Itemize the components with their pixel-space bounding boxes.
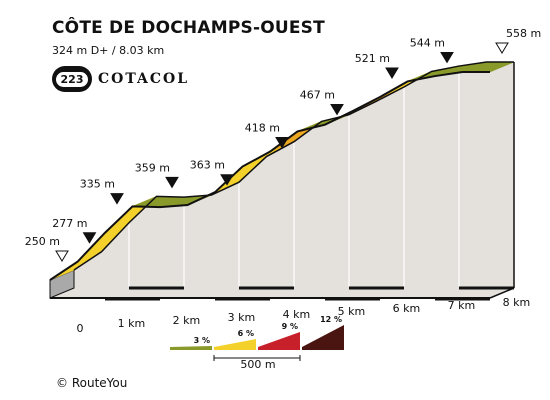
altitude-marker-label: 363 m (190, 159, 225, 172)
altitude-marker-label: 467 m (300, 88, 335, 101)
altitude-marker-triangle (495, 42, 509, 54)
legend-swatch (170, 346, 212, 350)
legend-label: 12 % (320, 315, 342, 324)
profile-side-wall (50, 62, 514, 298)
profile-gradient-ribbon (49, 61, 515, 301)
altitude-marker-triangle (165, 176, 179, 189)
x-tick-label: 0 (77, 322, 84, 335)
altitude-marker-label: 521 m (355, 52, 390, 65)
legend-label: 6 % (238, 329, 254, 338)
altitude-marker-triangle (110, 193, 124, 205)
legend-label: 9 % (282, 322, 298, 331)
copyright-text: RouteYou (71, 376, 128, 390)
legend-swatch (302, 325, 344, 350)
altitude-marker-triangle (275, 137, 289, 149)
cotacol-logo: 223 COTACOL (52, 66, 189, 92)
altitude-marker-label: 418 m (245, 122, 280, 135)
x-tick-label: 1 km (118, 317, 146, 330)
gradient-legend: 3 % 6 % 9 % 12 % 500 m (170, 315, 344, 371)
cotacol-wordmark: COTACOL (98, 71, 190, 87)
chart-title: CÔTE DE DOCHAMPS-OUEST (52, 18, 325, 38)
side-wall-fill (50, 62, 514, 298)
x-tick-label: 7 km (448, 299, 476, 312)
x-axis-ticks: 0 1 km 2 km 3 km 4 km 5 km 6 km 7 km 8 km (77, 296, 531, 335)
x-tick-label: 3 km (228, 311, 256, 324)
altitude-marker-triangle (330, 103, 344, 116)
copyright-symbol: © (56, 376, 68, 390)
copyright-notice: © RouteYou (56, 376, 127, 390)
legend-swatch (214, 339, 256, 350)
x-tick-label: 4 km (283, 308, 311, 321)
legend-label: 3 % (194, 336, 210, 345)
cotacol-badge: 223 (52, 66, 92, 92)
altitude-marker-label: 250 m (25, 235, 60, 248)
altitude-marker-label: 544 m (410, 36, 445, 49)
altitude-marker-label: 359 m (135, 161, 170, 174)
altitude-marker-label: 558 m (506, 27, 541, 40)
altitude-marker-label: 335 m (80, 178, 115, 191)
profile-back-outline (73, 61, 514, 271)
altitude-marker-label: 277 m (52, 217, 87, 230)
altitude-marker-triangle (440, 51, 454, 64)
legend-swatch (258, 332, 300, 350)
scale-label: 500 m (240, 358, 275, 371)
end-base-line (489, 287, 515, 299)
cotacol-number: 223 (55, 71, 89, 87)
altitude-marker-triangle (82, 232, 97, 244)
chart-subtitle: 324 m D+ / 8.03 km (52, 44, 165, 57)
x-tick-label: 6 km (393, 302, 421, 315)
altitude-marker-triangle (220, 174, 234, 186)
altitude-marker-triangle (385, 67, 399, 79)
x-tick-label: 8 km (503, 296, 531, 309)
x-tick-label: 2 km (173, 314, 201, 327)
x-tick-label: 5 km (338, 305, 366, 318)
altitude-markers: 250 m 277 m 335 m 359 m 363 m 418 m 467 m 521 m… (25, 27, 541, 262)
altitude-marker-triangle (55, 250, 69, 262)
